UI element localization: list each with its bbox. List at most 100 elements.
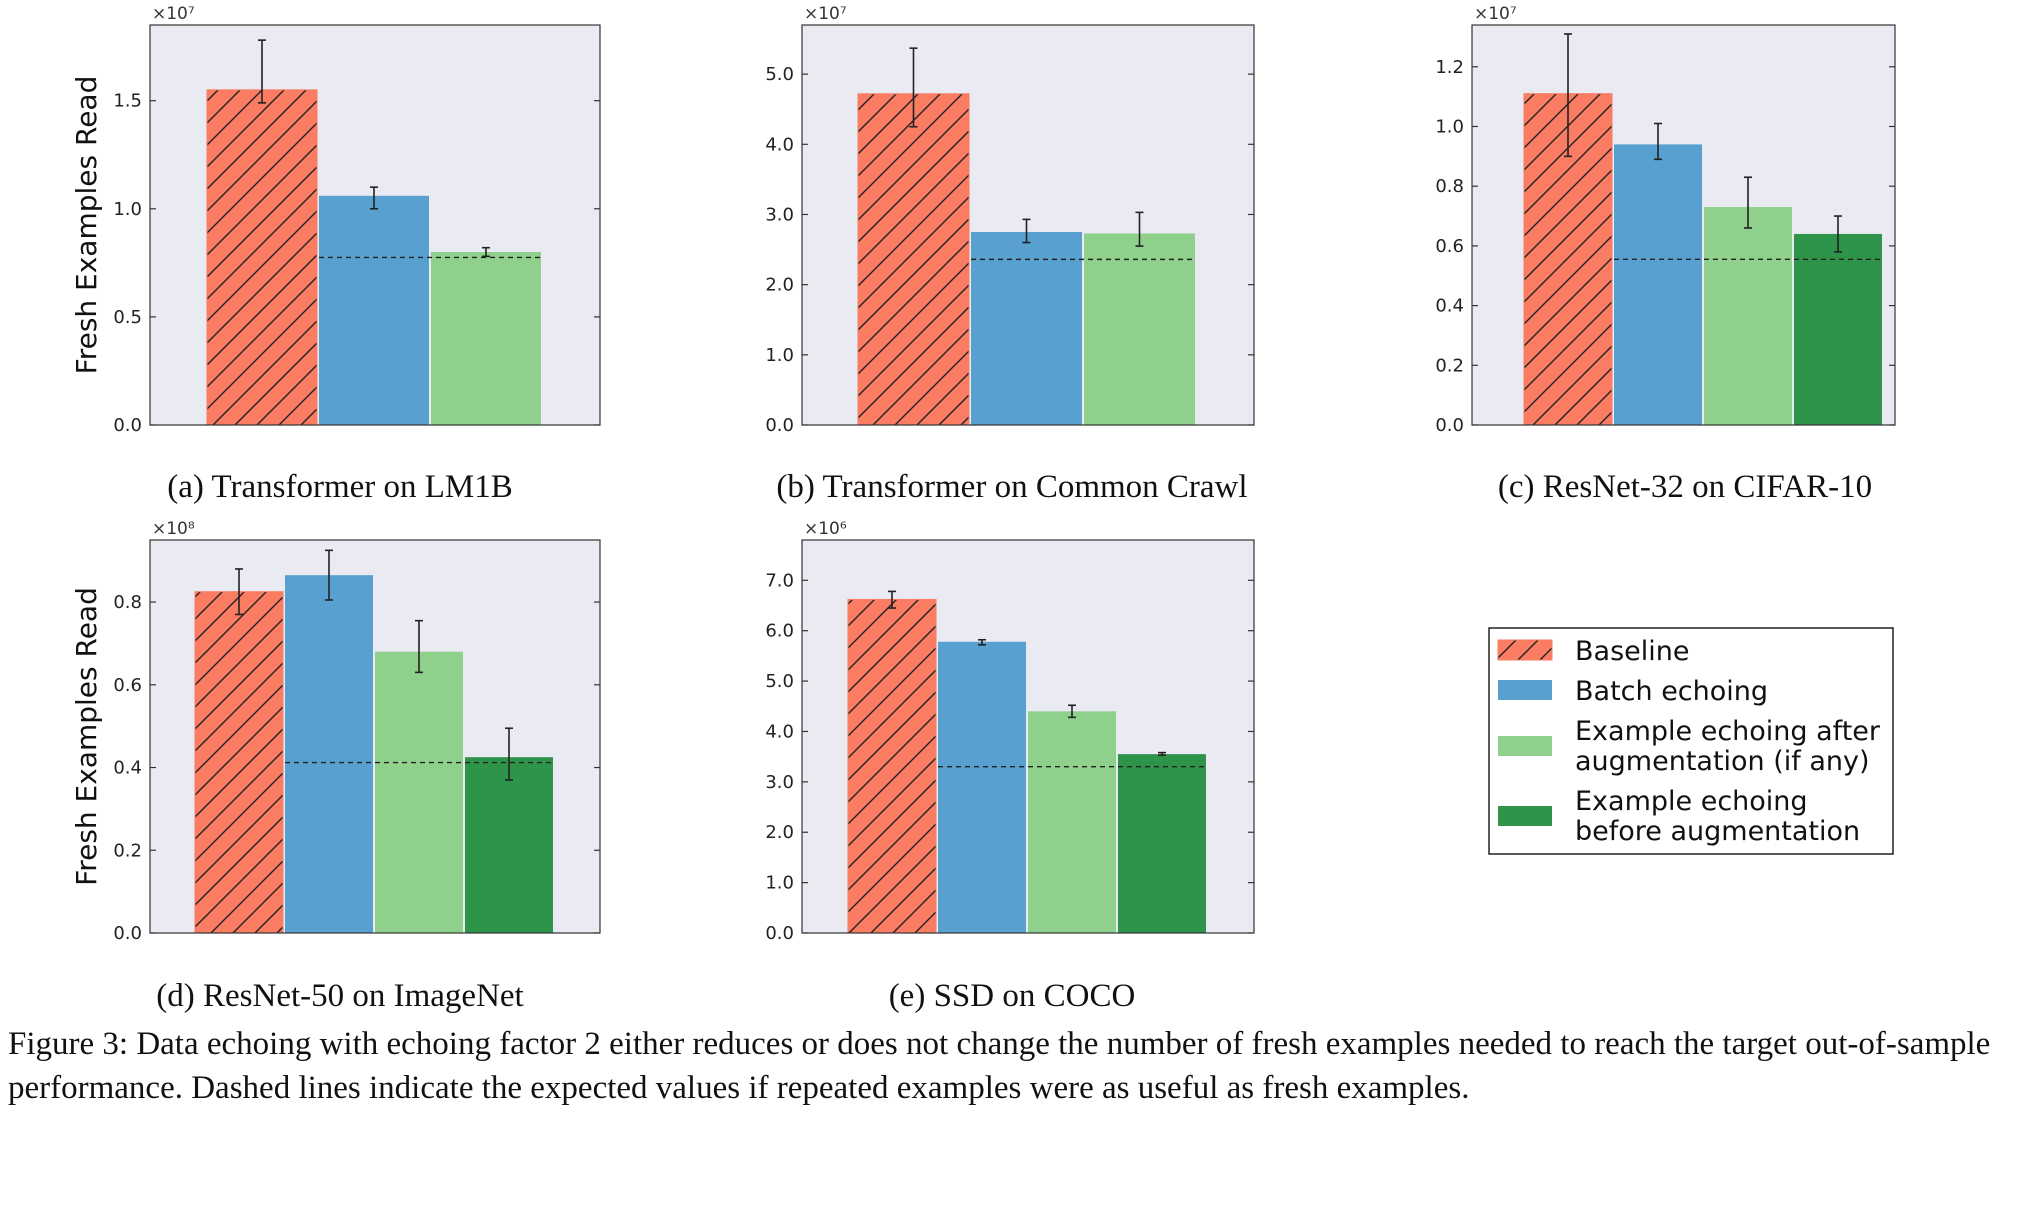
axis-multiplier-label: ×10⁷ bbox=[152, 4, 195, 24]
y-axis-label: Fresh Examples Read bbox=[70, 587, 103, 886]
error-bar-example-echoing-after bbox=[1744, 176, 1752, 229]
legend-label: augmentation (if any) bbox=[1575, 746, 1870, 777]
error-bar-batch-echoing bbox=[978, 638, 986, 646]
bar-batch-echoing bbox=[285, 575, 373, 933]
legend-swatch bbox=[1497, 639, 1553, 661]
bar-example-echoing-after bbox=[375, 651, 463, 933]
y-tick-label: 0.0 bbox=[1435, 415, 1464, 436]
plot-frame bbox=[149, 24, 601, 426]
axis-multiplier-label: ×10⁸ bbox=[152, 519, 195, 539]
y-tick-label: 2.0 bbox=[765, 822, 794, 843]
subfigure-caption: (b) Transformer on Common Crawl bbox=[776, 469, 1247, 505]
y-tick-label: 4.0 bbox=[765, 721, 794, 742]
y-tick-label: 0.4 bbox=[113, 758, 142, 779]
legend: Baseline Batch echoing Example echoing aft… bbox=[1488, 627, 1894, 855]
y-tick-label: 6.0 bbox=[765, 621, 794, 642]
bar-example-echoing-after bbox=[1028, 711, 1116, 933]
bar-example-echoing-after bbox=[431, 252, 541, 425]
y-tick-label: 4.0 bbox=[765, 134, 794, 155]
y-tick-label: 1.2 bbox=[1435, 57, 1464, 78]
y-tick-label: 0.0 bbox=[765, 923, 794, 944]
bar-baseline bbox=[206, 89, 318, 426]
y-tick-label: 0.0 bbox=[113, 415, 142, 436]
bar-example-echoing-before bbox=[1794, 233, 1882, 425]
error-bar-example-echoing-before bbox=[1834, 215, 1842, 253]
y-tick-label: 1.0 bbox=[765, 345, 794, 366]
error-bar-batch-echoing bbox=[1022, 218, 1031, 244]
figure-caption: Figure 3: Data echoing with echoing fact… bbox=[8, 1026, 1991, 1106]
legend-label: Baseline bbox=[1575, 636, 1689, 667]
bar-batch-echoing bbox=[971, 232, 1082, 425]
subfigure-caption: (a) Transformer on LM1B bbox=[167, 469, 513, 505]
bar-example-echoing-after bbox=[1084, 233, 1195, 425]
error-bar-example-echoing-before bbox=[505, 727, 513, 781]
legend-label: before augmentation bbox=[1575, 816, 1860, 847]
error-bar-batch-echoing bbox=[370, 186, 378, 210]
error-bar-baseline bbox=[235, 568, 243, 616]
y-tick-label: 3.0 bbox=[765, 772, 794, 793]
subfigure-caption: (c) ResNet-32 on CIFAR-10 bbox=[1498, 469, 1872, 505]
y-tick-label: 0.8 bbox=[1435, 176, 1464, 197]
legend-label: Example echoing after bbox=[1575, 716, 1881, 747]
error-bar-example-echoing-after bbox=[1135, 211, 1144, 247]
bar-baseline bbox=[857, 93, 970, 426]
bar-example-echoing-after bbox=[1704, 207, 1792, 425]
y-tick-label: 7.0 bbox=[765, 570, 794, 591]
error-bar-baseline bbox=[909, 47, 918, 128]
y-tick-label: 0.4 bbox=[1435, 296, 1464, 317]
chart-panel-b: 0.0 1.0 2.0 3.0 4.0 5.0 ×10⁷ (b) Transformer on… bbox=[765, 4, 1255, 505]
axis-multiplier-label: ×10⁷ bbox=[1474, 4, 1517, 24]
axis-multiplier-label: ×10⁶ bbox=[804, 519, 847, 539]
plot-frame bbox=[801, 539, 1255, 934]
legend-item-baseline: Baseline bbox=[1497, 636, 1689, 667]
error-bar-example-echoing-after bbox=[482, 246, 490, 258]
y-tick-label: 0.5 bbox=[113, 307, 142, 328]
legend-swatch bbox=[1498, 736, 1552, 756]
error-bar-batch-echoing bbox=[325, 549, 333, 601]
plot-frame bbox=[1471, 24, 1896, 426]
y-tick-label: 0.0 bbox=[765, 415, 794, 436]
y-tick-label: 1.0 bbox=[1435, 116, 1464, 137]
bar-baseline bbox=[194, 591, 284, 934]
legend-label: Example echoing bbox=[1575, 786, 1808, 817]
y-tick-label: 0.6 bbox=[1435, 236, 1464, 257]
y-tick-label: 0.8 bbox=[113, 592, 142, 613]
error-bar-baseline bbox=[1564, 33, 1572, 158]
legend-item-batch-echoing: Batch echoing bbox=[1498, 676, 1768, 707]
y-tick-label: 0.2 bbox=[1435, 355, 1464, 376]
y-tick-label: 5.0 bbox=[765, 671, 794, 692]
bar-example-echoing-before bbox=[465, 757, 553, 933]
axis-multiplier-label: ×10⁷ bbox=[804, 4, 847, 24]
error-bar-batch-echoing bbox=[1654, 122, 1662, 161]
plot-frame bbox=[149, 539, 601, 934]
error-bar-example-echoing-after bbox=[1068, 704, 1076, 719]
bar-batch-echoing bbox=[938, 641, 1026, 933]
error-bar-example-echoing-before bbox=[1158, 751, 1166, 756]
y-tick-label: 0.0 bbox=[113, 923, 142, 944]
bar-batch-echoing bbox=[319, 195, 429, 425]
chart-panel-d: 0.0 0.2 0.4 0.6 0.8 ×10⁸ Fresh Examples Read (d… bbox=[70, 519, 601, 1014]
y-tick-label: 1.0 bbox=[765, 873, 794, 894]
plot-frame bbox=[801, 24, 1255, 426]
chart-panel-e: 0.0 1.0 2.0 3.0 4.0 5.0 6.0 7.0 ×10⁶ (e) SSD on C… bbox=[765, 519, 1255, 1014]
subfigure-caption: (d) ResNet-50 on ImageNet bbox=[156, 978, 523, 1014]
y-tick-label: 3.0 bbox=[765, 204, 794, 225]
chart-panel-c: 0.0 0.2 0.4 0.6 0.8 1.0 1.2 ×10⁷ (c) ResNet-32 o… bbox=[1435, 4, 1896, 505]
y-tick-label: 1.0 bbox=[113, 199, 142, 220]
bar-batch-echoing bbox=[1614, 144, 1702, 425]
y-tick-label: 0.6 bbox=[113, 675, 142, 696]
y-tick-label: 5.0 bbox=[765, 64, 794, 85]
legend-label: Batch echoing bbox=[1575, 676, 1768, 707]
y-axis-label: Fresh Examples Read bbox=[70, 76, 103, 375]
legend-swatch bbox=[1498, 806, 1552, 826]
error-bar-baseline bbox=[888, 590, 896, 609]
bar-baseline bbox=[847, 598, 937, 934]
chart-panel-a: 0.0 0.5 1.0 1.5 ×10⁷ Fresh Examples Read (a) T… bbox=[70, 4, 601, 505]
y-tick-label: 2.0 bbox=[765, 275, 794, 296]
subfigure-caption: (e) SSD on COCO bbox=[889, 978, 1136, 1014]
bar-example-echoing-before bbox=[1118, 754, 1206, 933]
y-tick-label: 1.5 bbox=[113, 91, 142, 112]
